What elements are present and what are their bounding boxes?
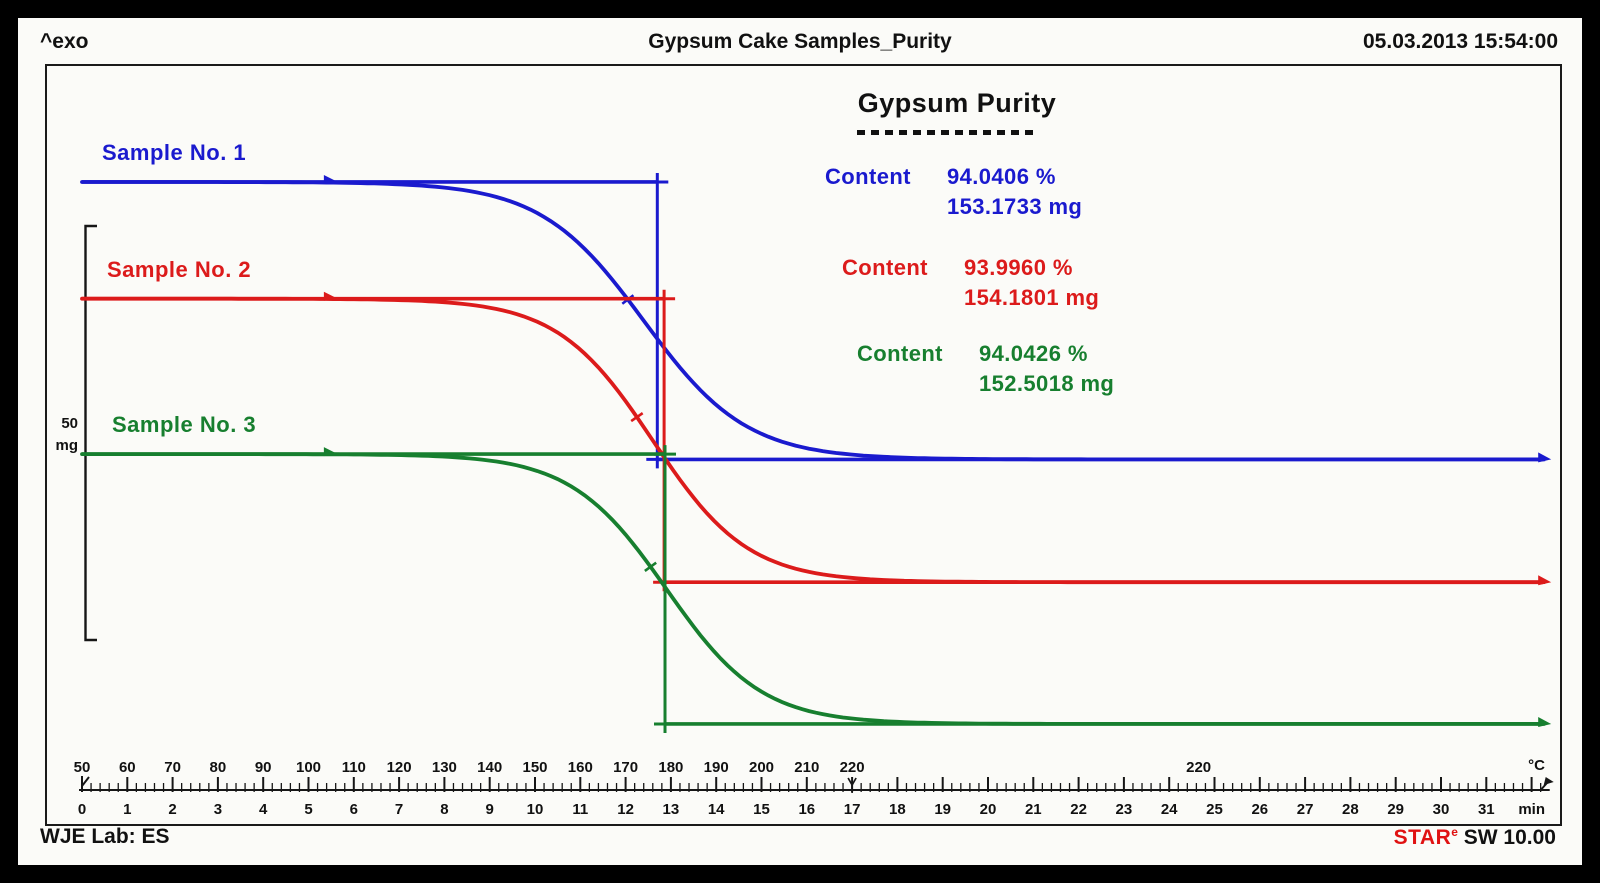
- svg-text:mg: mg: [56, 437, 79, 454]
- svg-text:9: 9: [486, 801, 494, 818]
- svg-text:20: 20: [980, 801, 997, 818]
- svg-text:7: 7: [395, 801, 403, 818]
- content-percent: 93.9960 %: [964, 255, 1073, 280]
- content-mass: 154.1801 mg: [964, 285, 1100, 310]
- svg-text:130: 130: [432, 759, 457, 776]
- plot-area: 50 60 70 80 90 100 110 120 130 140 150 160 170 180 190…: [45, 64, 1562, 826]
- software-brand: STAR: [1393, 826, 1452, 849]
- svg-text:60: 60: [119, 759, 136, 776]
- svg-text:min: min: [1518, 801, 1545, 818]
- svg-text:25: 25: [1206, 801, 1223, 818]
- svg-text:50: 50: [61, 415, 78, 432]
- svg-text:15: 15: [753, 801, 770, 818]
- svg-text:120: 120: [387, 759, 412, 776]
- content-label: Content: [857, 341, 943, 366]
- svg-text:12: 12: [617, 801, 634, 818]
- content-percent: 94.0406 %: [947, 164, 1056, 189]
- svg-text:0: 0: [78, 801, 86, 818]
- lab-operator-label: WJE Lab: ES: [40, 825, 170, 848]
- svg-text:28: 28: [1342, 801, 1359, 818]
- svg-text:220: 220: [1186, 759, 1211, 776]
- svg-text:170: 170: [613, 759, 638, 776]
- y-scale-bracket: 50 mg: [56, 224, 97, 642]
- svg-text:100: 100: [296, 759, 321, 776]
- svg-text:13: 13: [663, 801, 680, 818]
- content-result-sample-3: Content 94.0426 % 152.5018 mg: [857, 339, 1114, 399]
- series-3: [80, 445, 1552, 733]
- svg-text:4: 4: [259, 801, 268, 818]
- content-percent: 94.0426 %: [979, 341, 1088, 366]
- series-label-sample-1: Sample No. 1: [102, 139, 247, 165]
- report-canvas: ^exo Gypsum Cake Samples_Purity 05.03.20…: [18, 18, 1582, 865]
- svg-text:3: 3: [214, 801, 222, 818]
- series-label-sample-2: Sample No. 2: [107, 256, 252, 282]
- content-label: Content: [842, 255, 928, 280]
- series-2: [80, 289, 1552, 592]
- series-1: [80, 172, 1552, 469]
- svg-text:24: 24: [1161, 801, 1178, 818]
- svg-text:200: 200: [749, 759, 774, 776]
- svg-text:190: 190: [704, 759, 729, 776]
- software-brand-superscript: e: [1451, 825, 1458, 839]
- svg-text:150: 150: [522, 759, 547, 776]
- svg-text:160: 160: [568, 759, 593, 776]
- svg-text:17: 17: [844, 801, 861, 818]
- svg-text:22: 22: [1070, 801, 1087, 818]
- svg-text:31: 31: [1478, 801, 1495, 818]
- svg-text:27: 27: [1297, 801, 1314, 818]
- svg-text:19: 19: [934, 801, 951, 818]
- svg-text:90: 90: [255, 759, 272, 776]
- svg-text:21: 21: [1025, 801, 1042, 818]
- svg-text:26: 26: [1251, 801, 1268, 818]
- svg-text:18: 18: [889, 801, 906, 818]
- svg-text:70: 70: [164, 759, 181, 776]
- content-result-sample-1: Content 94.0406 % 153.1733 mg: [825, 162, 1082, 222]
- svg-text:210: 210: [794, 759, 819, 776]
- software-version-label: STARe SW 10.00: [1394, 825, 1556, 850]
- svg-text:°C: °C: [1528, 757, 1545, 774]
- svg-text:80: 80: [210, 759, 227, 776]
- svg-text:5: 5: [304, 801, 312, 818]
- content-label: Content: [825, 164, 911, 189]
- exo-direction-label: ^exo: [40, 30, 89, 53]
- svg-text:220: 220: [840, 759, 865, 776]
- annotation-divider: [857, 130, 1039, 135]
- x-axis: 50 60 70 80 90 100 110 120 130 140 150 160 170 180 190…: [74, 757, 1554, 818]
- annotation-title: Gypsum Purity: [857, 88, 1057, 118]
- svg-text:16: 16: [798, 801, 815, 818]
- svg-text:23: 23: [1116, 801, 1133, 818]
- svg-text:1: 1: [123, 801, 131, 818]
- page-title: Gypsum Cake Samples_Purity: [648, 30, 952, 53]
- svg-text:50: 50: [74, 759, 91, 776]
- svg-text:30: 30: [1433, 801, 1450, 818]
- svg-text:110: 110: [342, 759, 366, 776]
- svg-text:140: 140: [477, 759, 502, 776]
- svg-text:29: 29: [1387, 801, 1404, 818]
- svg-text:10: 10: [527, 801, 544, 818]
- software-version: SW 10.00: [1457, 826, 1556, 849]
- timestamp: 05.03.2013 15:54:00: [1363, 30, 1558, 53]
- chart-canvas: 50 60 70 80 90 100 110 120 130 140 150 160 170 180 190…: [56, 172, 1554, 818]
- svg-text:180: 180: [658, 759, 683, 776]
- svg-text:14: 14: [708, 801, 725, 818]
- svg-text:11: 11: [572, 801, 588, 818]
- svg-text:6: 6: [350, 801, 358, 818]
- svg-text:2: 2: [168, 801, 176, 818]
- content-result-sample-2: Content 93.9960 % 154.1801 mg: [842, 253, 1099, 313]
- content-mass: 152.5018 mg: [979, 371, 1115, 396]
- content-mass: 153.1733 mg: [947, 194, 1083, 219]
- series-label-sample-3: Sample No. 3: [112, 412, 257, 438]
- svg-text:8: 8: [440, 801, 448, 818]
